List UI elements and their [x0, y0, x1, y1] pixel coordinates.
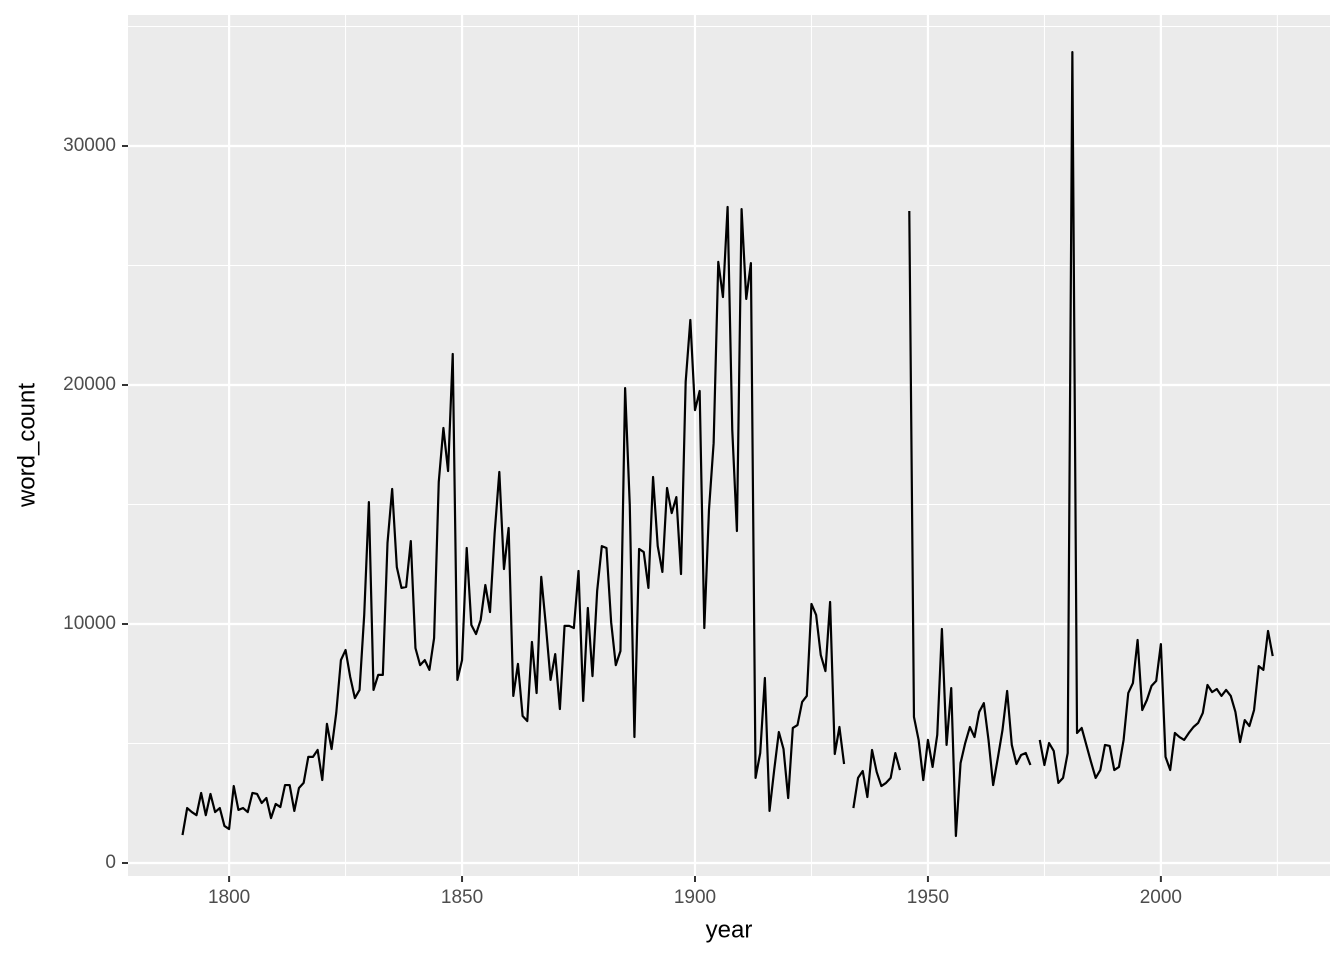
grid [128, 15, 1330, 876]
x-tick-label: 1950 [907, 887, 949, 908]
data-line [181, 50, 1274, 838]
x-tick-label: 1900 [674, 887, 716, 908]
x-tick-label: 1800 [208, 887, 250, 908]
panel-background [128, 15, 1330, 876]
y-tick-label: 20000 [63, 374, 116, 395]
marks [181, 50, 1274, 838]
axes: 0 10000 20000 30000 1800 1850 1900 1950 2000 [63, 135, 1182, 908]
y-tick-label: 0 [105, 852, 116, 873]
y-tick-label: 30000 [63, 135, 116, 156]
x-axis-title: year [706, 916, 753, 943]
y-axis-title: word_count [13, 383, 40, 508]
x-tick-label: 1850 [441, 887, 483, 908]
x-tick-label: 2000 [1140, 887, 1182, 908]
y-tick-label: 10000 [63, 613, 116, 634]
